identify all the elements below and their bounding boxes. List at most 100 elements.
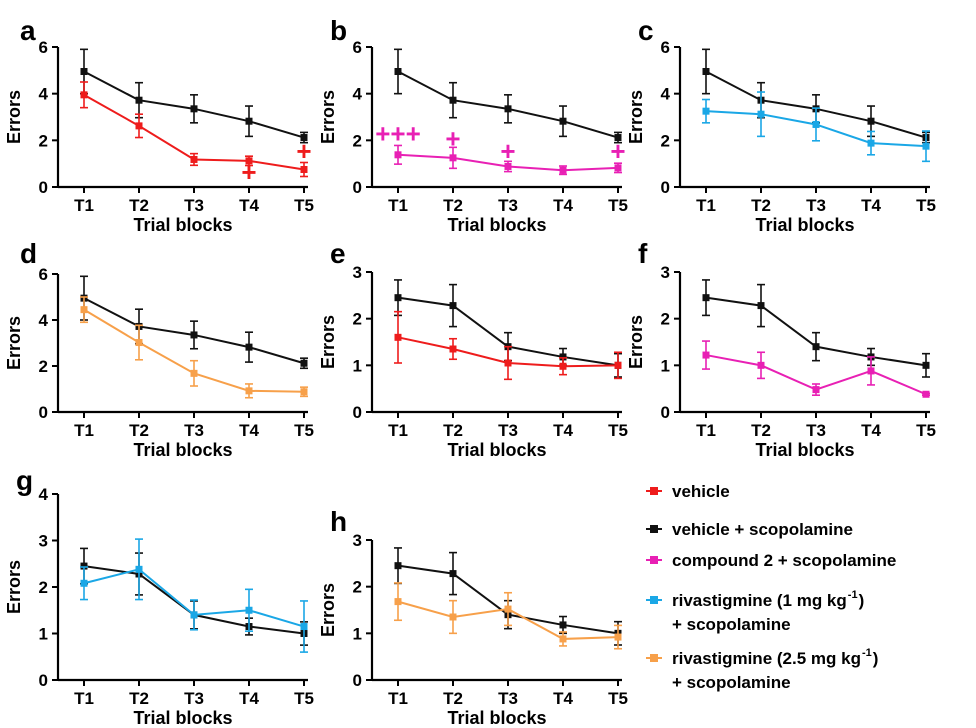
data-point [394, 151, 402, 159]
data-point [245, 343, 253, 351]
legend-label: rivastigmine (2.5 mg kg [672, 649, 861, 668]
y-tick-label: 3 [353, 531, 362, 550]
data-point [245, 387, 253, 395]
panel-letter-h: h [330, 506, 347, 537]
data-point [922, 390, 930, 398]
data-point [559, 635, 567, 643]
panel-letter-c: c [638, 15, 654, 46]
x-axis-title: Trial blocks [447, 708, 546, 728]
data-point [80, 91, 88, 99]
data-point [757, 110, 765, 118]
chart-panel-g: g 0 1 2 3 4 T1 T2 T3 T4 T5 Trial blocks Errors [4, 465, 314, 728]
data-point [135, 339, 143, 347]
series-riva1 [80, 538, 308, 653]
data-point [922, 361, 930, 369]
legend-item-vehicle: vehicle [646, 482, 730, 501]
y-axis-title: Errors [318, 90, 338, 144]
y-tick-label: 1 [353, 356, 362, 375]
data-point [559, 621, 567, 629]
chart-panel-f: f 0 1 2 3 T1 T2 T3 T4 T5 Trial blocks Errors [626, 238, 936, 460]
x-tick-label: T4 [861, 196, 881, 215]
x-tick-label: T5 [294, 196, 314, 215]
series-vehicle_scop [80, 547, 308, 646]
y-axis-title: Errors [4, 90, 24, 144]
x-tick-label: T1 [696, 196, 716, 215]
y-tick-label: 6 [39, 38, 48, 57]
x-tick-label: T2 [443, 196, 463, 215]
data-point [614, 361, 622, 369]
x-tick-label: T5 [608, 196, 628, 215]
x-tick-label: T1 [388, 689, 408, 708]
x-axis-title: Trial blocks [755, 215, 854, 235]
y-tick-label: 6 [39, 265, 48, 284]
y-tick-label: 6 [353, 38, 362, 57]
legend-item-compound2: compound 2 + scopolamine [646, 551, 896, 570]
series-compound2 [394, 144, 622, 176]
significance-marker: + [610, 136, 625, 166]
x-tick-label: T5 [916, 421, 936, 440]
data-point [867, 367, 875, 375]
data-point [559, 353, 567, 361]
data-point [922, 142, 930, 150]
x-tick-label: T3 [806, 196, 826, 215]
data-point [135, 122, 143, 130]
legend-label: vehicle [672, 482, 730, 501]
data-point [190, 369, 198, 377]
series-riva25 [394, 582, 622, 650]
chart-panel-h: h 0 1 2 3 T1 T2 T3 T4 T5 Trial blocks Errors [318, 506, 628, 728]
y-tick-label: 4 [39, 85, 49, 104]
data-point [559, 117, 567, 125]
y-tick-label: 4 [39, 311, 49, 330]
x-axis-title: Trial blocks [447, 440, 546, 460]
data-point [190, 155, 198, 163]
data-point [394, 562, 402, 570]
x-tick-label: T5 [608, 689, 628, 708]
x-tick-label: T4 [239, 689, 259, 708]
y-axis-title: Errors [4, 560, 24, 614]
data-point [190, 611, 198, 619]
y-tick-label: 2 [39, 357, 48, 376]
data-point [80, 68, 88, 75]
y-tick-label: 1 [39, 625, 48, 644]
x-tick-label: T2 [751, 196, 771, 215]
y-tick-label: 2 [661, 131, 670, 150]
x-tick-label: T3 [806, 421, 826, 440]
x-tick-label: T5 [608, 421, 628, 440]
y-tick-label: 6 [661, 38, 670, 57]
panel-letter-g: g [16, 465, 33, 496]
y-tick-label: 4 [39, 485, 49, 504]
x-tick-label: T4 [861, 421, 881, 440]
x-tick-label: T5 [294, 689, 314, 708]
x-tick-label: T3 [498, 421, 518, 440]
x-tick-label: T1 [74, 421, 94, 440]
legend-superscript: -1 [848, 589, 858, 601]
data-point [867, 117, 875, 125]
y-tick-label: 3 [353, 263, 362, 282]
y-tick-label: 2 [353, 310, 362, 329]
data-point [80, 579, 88, 587]
panel-letter-a: a [20, 15, 36, 46]
data-point [504, 105, 512, 113]
data-point [614, 164, 622, 172]
legend-label-line2: + scopolamine [672, 615, 791, 634]
legend-suffix: ) [859, 591, 865, 610]
y-axis-title: Errors [318, 315, 338, 369]
data-point [245, 606, 253, 614]
panel-letter-e: e [330, 238, 346, 269]
panel-letter-d: d [20, 238, 37, 269]
legend-item-riva1: rivastigmine (1 mg kg -1) + scopolamine [646, 589, 864, 634]
data-point [449, 154, 457, 162]
x-tick-label: T3 [184, 421, 204, 440]
legend-swatch [650, 487, 658, 495]
significance-marker: + [500, 136, 515, 166]
panel-letter-b: b [330, 15, 347, 46]
x-tick-label: T1 [74, 196, 94, 215]
data-point [300, 359, 308, 367]
data-point [702, 294, 710, 302]
data-point [559, 166, 567, 174]
x-tick-label: T1 [388, 421, 408, 440]
data-point [300, 166, 308, 173]
x-tick-label: T3 [184, 689, 204, 708]
data-point [757, 302, 765, 310]
chart-panel-c: c 0 2 4 6 T1 T2 T3 T4 T5 Trial blocks Errors [626, 15, 936, 235]
